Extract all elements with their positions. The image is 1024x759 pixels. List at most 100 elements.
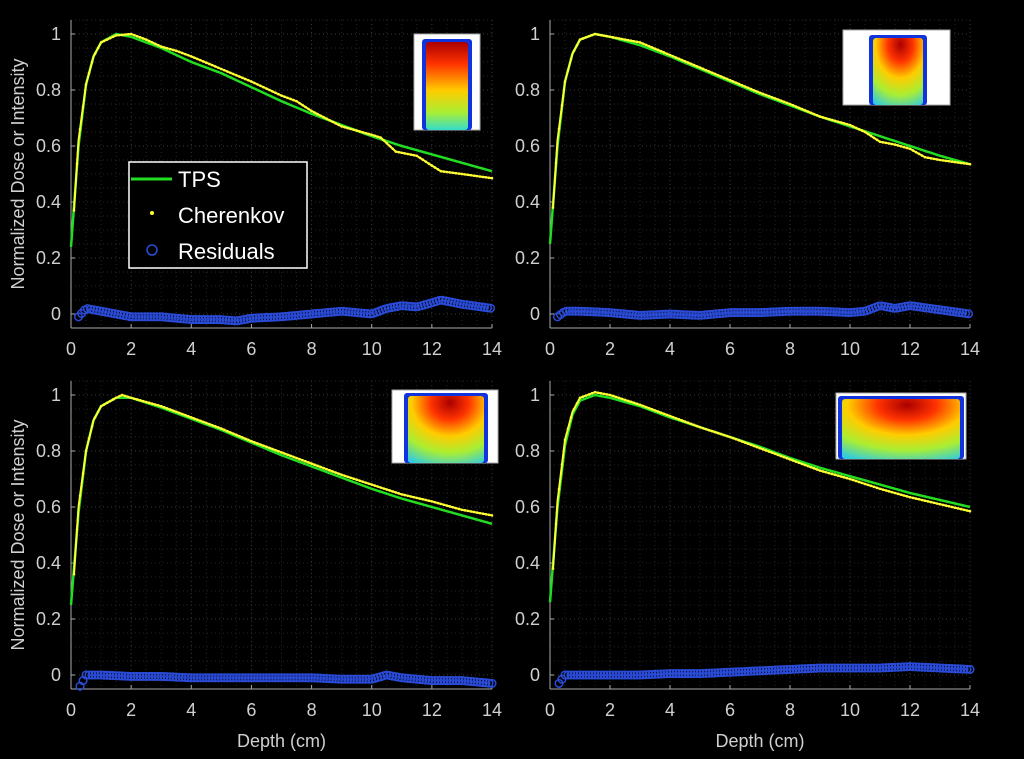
residual-point: [719, 667, 729, 678]
inset-image: [835, 392, 967, 460]
cherenkov-point: [189, 55, 193, 58]
residual-point: [792, 306, 803, 316]
cherenkov-point: [593, 32, 597, 36]
cherenkov-point: [235, 74, 238, 77]
residual-point: [650, 669, 660, 679]
cherenkov-point: [668, 414, 672, 418]
cherenkov-point: [180, 51, 184, 55]
residual-point: [651, 310, 662, 320]
residual-point: [725, 667, 735, 677]
cherenkov-point: [454, 506, 458, 510]
cherenkov-point: [394, 491, 398, 494]
cherenkov-point: [899, 493, 903, 496]
cherenkov-point: [788, 102, 792, 106]
cherenkov-point: [277, 92, 280, 96]
residual-point: [362, 309, 372, 319]
residual-point: [878, 663, 888, 673]
cherenkov-point: [364, 481, 368, 484]
residual-point: [863, 663, 873, 673]
residual-point: [923, 662, 933, 672]
residual-point: [210, 673, 220, 683]
residual-point: [692, 669, 702, 679]
cherenkov-point: [584, 394, 588, 397]
cherenkov-point: [361, 480, 364, 483]
legend: TPS Cherenkov Residuals: [128, 161, 308, 269]
cherenkov-point: [307, 107, 310, 111]
cherenkov-point: [893, 491, 897, 495]
cherenkov-point: [848, 123, 852, 127]
cherenkov-point: [229, 71, 232, 75]
cherenkov-point: [394, 150, 398, 153]
residual-point: [593, 670, 603, 680]
cherenkov-point: [183, 413, 187, 417]
cherenkov-point: [689, 62, 693, 66]
cherenkov-point: [728, 435, 732, 439]
cherenkov-point: [725, 77, 729, 81]
residual-point: [407, 302, 417, 312]
cherenkov-point: [418, 156, 422, 160]
residual-point: [472, 677, 482, 687]
residual-point: [141, 671, 151, 681]
cherenkov-point: [956, 507, 960, 510]
residual-point: [575, 670, 585, 680]
cherenkov-point: [875, 138, 879, 142]
y-tick-label: 0.8: [515, 441, 540, 461]
residual-point: [707, 668, 717, 678]
cherenkov-point: [944, 504, 948, 507]
y-tick-label: 0.6: [515, 497, 540, 517]
cherenkov-point: [196, 418, 199, 421]
residual-point: [611, 670, 621, 680]
cherenkov-point: [608, 35, 612, 39]
residual-point: [276, 673, 287, 683]
cherenkov-point: [93, 52, 97, 55]
residual-point: [866, 663, 876, 673]
cherenkov-point: [126, 32, 130, 36]
cherenkov-point: [677, 418, 681, 421]
residual-point: [261, 673, 272, 683]
cherenkov-point: [274, 448, 277, 452]
cherenkov-point: [283, 95, 286, 99]
cherenkov-point: [132, 33, 136, 37]
residual-point: [956, 664, 966, 674]
cherenkov-point: [208, 422, 211, 426]
cherenkov-point: [226, 429, 229, 433]
residual-point: [279, 673, 290, 683]
residual-point: [702, 310, 713, 320]
cherenkov-point: [412, 495, 416, 499]
cherenkov-point: [117, 395, 121, 398]
cherenkov-point: [830, 118, 834, 122]
residual-point: [902, 662, 912, 672]
residual-point: [114, 671, 124, 681]
cherenkov-point: [343, 125, 346, 129]
cherenkov-point: [123, 33, 127, 36]
cherenkov-point: [256, 442, 259, 445]
residual-point: [566, 670, 576, 680]
residual-point: [585, 307, 596, 317]
inset-field: [408, 396, 484, 463]
residual-point: [899, 662, 909, 672]
residual-point: [624, 309, 635, 319]
cherenkov-point: [490, 176, 494, 180]
cherenkov-point: [551, 206, 555, 209]
cherenkov-point: [818, 469, 822, 472]
cherenkov-point: [295, 99, 298, 103]
x-tick-label: 8: [785, 700, 795, 720]
residual-point: [632, 670, 642, 680]
residual-point: [406, 674, 416, 684]
residual-point: [752, 666, 762, 676]
residual-point: [830, 663, 840, 673]
residual-point: [170, 313, 180, 323]
cherenkov-point: [749, 443, 753, 447]
residual-point: [591, 307, 602, 317]
cherenkov-point: [941, 159, 945, 162]
residual-point: [698, 668, 708, 679]
cherenkov-point: [587, 34, 591, 38]
residual-point: [87, 670, 97, 680]
cherenkov-point: [620, 397, 624, 401]
cherenkov-point: [866, 483, 870, 487]
residual-point: [776, 665, 786, 675]
cherenkov-point: [454, 171, 458, 175]
cherenkov-point: [686, 61, 690, 64]
cherenkov-point: [259, 443, 262, 446]
cherenkov-point: [629, 39, 633, 43]
